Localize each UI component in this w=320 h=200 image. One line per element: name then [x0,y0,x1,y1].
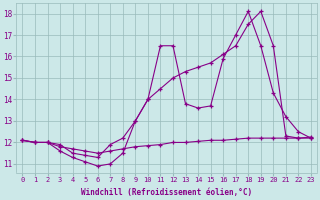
X-axis label: Windchill (Refroidissement éolien,°C): Windchill (Refroidissement éolien,°C) [81,188,252,197]
